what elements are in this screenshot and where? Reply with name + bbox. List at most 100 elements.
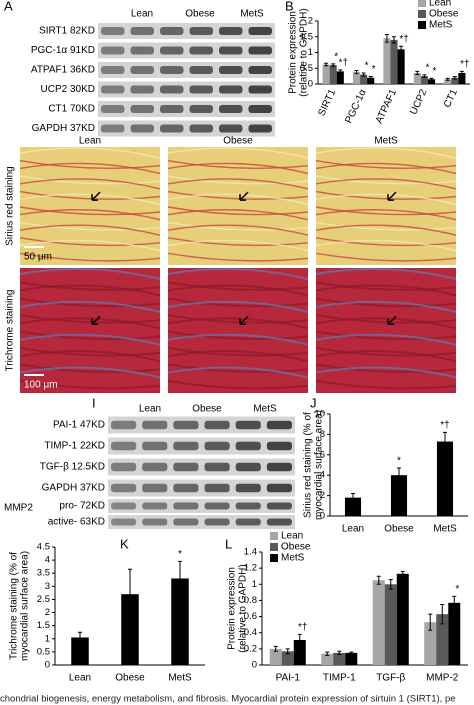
x-tick-label: Obese xyxy=(115,673,145,684)
blot-band xyxy=(219,27,243,35)
blot-label: pro- 72KD xyxy=(59,501,105,512)
legend-label: Obese xyxy=(429,9,459,20)
bar xyxy=(360,74,368,84)
tissue-fiber xyxy=(19,252,161,262)
bar xyxy=(345,652,358,665)
error-bar xyxy=(400,570,405,577)
tissue-fiber xyxy=(19,237,161,247)
error-bar xyxy=(443,431,447,452)
error-bar xyxy=(331,63,336,67)
tissue-fiber xyxy=(19,317,161,330)
x-tick-label: PAI-1 xyxy=(276,673,301,684)
tissue-fiber xyxy=(19,178,161,190)
tissue-fiber xyxy=(167,206,309,216)
group-label: MetS xyxy=(240,9,264,20)
error-bar xyxy=(297,633,302,647)
histology-image xyxy=(316,147,456,265)
error-bar xyxy=(325,651,330,656)
tissue-fiber xyxy=(19,268,161,280)
blot-band xyxy=(111,518,137,526)
error-bar xyxy=(429,77,434,81)
tissue-fiber xyxy=(19,366,161,379)
tissue-fiber xyxy=(315,284,457,297)
blot-strip xyxy=(98,81,275,98)
blot-label: MMP2 xyxy=(4,503,33,514)
bar xyxy=(336,71,344,84)
bar xyxy=(427,79,436,84)
legend-label: Lean xyxy=(429,0,451,9)
tissue-fiber xyxy=(315,379,457,390)
error-bar xyxy=(415,70,420,76)
error-bar xyxy=(452,595,457,610)
blot-strip xyxy=(98,101,275,117)
tissue-fiber xyxy=(167,281,309,291)
blot-band xyxy=(160,27,184,35)
y-tick-label: 8 xyxy=(320,429,325,440)
blot-band xyxy=(160,124,184,133)
error-bar xyxy=(452,75,457,80)
bar xyxy=(396,573,409,665)
y-tick-label: 0.5 xyxy=(300,63,313,74)
bar xyxy=(121,594,139,665)
x-tick-label: MetS xyxy=(168,673,192,684)
x-tick-label: MMP-2 xyxy=(426,673,459,684)
x-tick-label: Obese xyxy=(384,524,414,535)
blot-band xyxy=(173,441,199,451)
tissue-fiber xyxy=(167,178,309,190)
blot-band xyxy=(160,46,184,55)
blot-band xyxy=(189,124,213,133)
tissue-fiber xyxy=(19,147,161,159)
blot-band xyxy=(142,420,168,430)
bar xyxy=(333,652,346,665)
bar xyxy=(293,639,306,665)
y-tick-label: 1 xyxy=(45,633,50,644)
tissue-fiber xyxy=(167,333,309,346)
legend-swatch xyxy=(270,532,278,540)
y-tick-label: 2 xyxy=(45,607,50,618)
y-tick-label: 4.5 xyxy=(37,542,50,553)
error-bar xyxy=(445,77,450,81)
row-label: Trichrome staining xyxy=(5,290,16,372)
y-axis-label: (relative to GAPDH) xyxy=(238,564,249,652)
blot-label: active- 63KD xyxy=(48,517,105,528)
tissue-fiber xyxy=(167,190,309,200)
significance-mark: * xyxy=(397,456,401,467)
tissue-fiber xyxy=(315,147,457,159)
tissue-fiber xyxy=(315,297,457,308)
tissue-fiber xyxy=(167,221,309,231)
bar xyxy=(413,72,421,84)
y-tick-label: 0.5 xyxy=(37,646,50,657)
bar xyxy=(367,77,375,84)
bar xyxy=(269,648,282,665)
x-tick-label: TGF-β xyxy=(376,673,405,684)
histology-image xyxy=(168,147,308,265)
error-bar xyxy=(351,493,355,503)
significance-mark: *† xyxy=(339,57,348,68)
blot-band xyxy=(101,85,125,94)
group-label: Lean xyxy=(139,404,161,415)
blot-band xyxy=(219,124,243,133)
error-bar xyxy=(178,560,182,597)
blot-band xyxy=(101,66,125,74)
y-axis-label: myocardial surface area) xyxy=(20,551,31,661)
tissue-fiber xyxy=(167,237,309,247)
tissue-fiber xyxy=(315,300,457,313)
tissue-fiber xyxy=(19,209,161,221)
panel-label: I xyxy=(92,395,96,410)
tissue-fiber xyxy=(19,175,161,185)
blot-band xyxy=(130,85,154,94)
blot-band xyxy=(173,483,199,493)
blot-band xyxy=(266,462,292,472)
tissue-fiber xyxy=(19,363,161,373)
significance-mark: *† xyxy=(298,622,307,633)
y-tick-label: 1.4 xyxy=(244,547,257,558)
bar xyxy=(420,76,428,84)
error-bar xyxy=(388,578,393,590)
blot-band xyxy=(173,502,199,510)
tissue-fiber xyxy=(19,350,161,363)
blot-band xyxy=(111,483,137,493)
y-tick-label: 0 xyxy=(45,660,50,671)
blot-band xyxy=(235,462,261,472)
blot-label: PGC-1α 91KD xyxy=(31,45,95,56)
significance-mark: * xyxy=(433,66,437,77)
